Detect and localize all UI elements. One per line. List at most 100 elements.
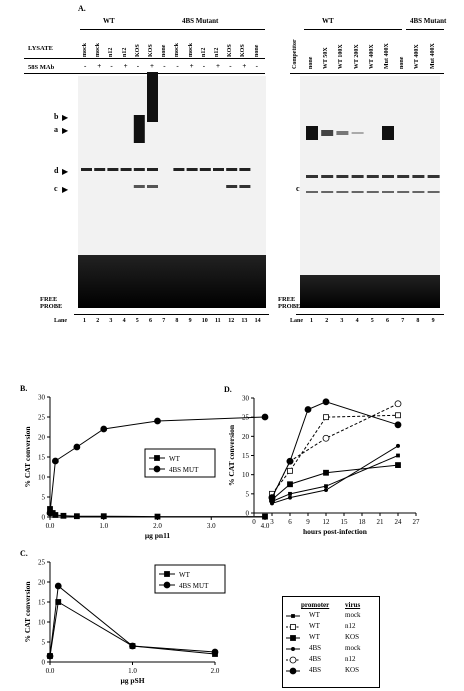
gel2-lane-number: 2 (325, 318, 329, 324)
legend-table-marker (290, 635, 296, 641)
gel1-mab-sign: - (176, 62, 179, 70)
panel-label: C. (20, 549, 28, 558)
y-tick-label: 5 (42, 639, 46, 647)
x-tick-label: 12 (323, 518, 331, 526)
gel1-mab-sign: - (229, 62, 232, 70)
x-tick-label: 6 (288, 518, 292, 526)
gel1-band-d (199, 168, 211, 171)
legend-table-marker (289, 656, 297, 664)
gel2-band-c (351, 191, 364, 193)
y-tick-label: 25 (242, 414, 250, 422)
legend-row-virus: n12 (345, 622, 356, 630)
y-tick-label: 25 (38, 559, 46, 567)
gel1-marker-b: b (54, 112, 59, 121)
data-point (394, 421, 402, 429)
gel1-row-divider (24, 58, 265, 59)
x-tick-label: 1.0 (99, 522, 108, 530)
gel1-header: WT 4BS Mutant LYSATE 58S MAb mock mock n12… (0, 0, 300, 80)
data-point (323, 469, 329, 476)
gel2-lane-number: 6 (386, 318, 389, 324)
legend-marker (153, 465, 161, 473)
legend-table-marker (290, 647, 295, 652)
gel1-mab-sign: + (150, 62, 154, 70)
gel1-band-d (120, 168, 132, 171)
gel2-band-d (321, 175, 334, 178)
gel2-band-complex (321, 130, 334, 136)
gel1-band-c (133, 185, 145, 188)
y-tick-label: 10 (242, 471, 250, 479)
y-tick-label: 20 (242, 433, 250, 441)
data-point (211, 648, 219, 656)
gel1-band-d (226, 168, 238, 171)
gel1-mab-sign: - (110, 62, 113, 70)
gel2-band-c (321, 191, 334, 193)
gel1-band-d (173, 168, 185, 171)
y-tick-label: 0 (42, 659, 46, 667)
gel1-row-lysate: LYSATE (28, 45, 53, 52)
legend-entry: 4BS MUT (169, 466, 199, 474)
gel2-lane-number: 3 (340, 318, 344, 324)
gel1-lane-number: 10 (201, 318, 208, 324)
data-point (287, 495, 292, 500)
series-line (49, 585, 216, 657)
gel2-band-d (306, 175, 318, 178)
series-line (49, 416, 266, 514)
gel1-band-d (213, 168, 224, 171)
data-point (322, 398, 330, 406)
data-point (51, 457, 59, 465)
series-line (271, 464, 399, 500)
gel1-mab-sign: + (242, 62, 247, 70)
gel1-lane-number: 11 (215, 318, 221, 324)
gel1-lane-number: 1 (83, 318, 86, 324)
data-point (304, 406, 312, 413)
gel2-free-probe: FREE PROBE (278, 296, 300, 310)
gel1-band-c (147, 185, 158, 188)
gel1-group-wt: WT (103, 17, 115, 25)
legend-table-marker (289, 667, 297, 675)
gel2-lane-number: 5 (370, 318, 374, 324)
gel2-lane-line (296, 314, 444, 315)
data-point (55, 599, 62, 605)
gel2-free-probe-band (300, 275, 440, 308)
gel2-band-c (306, 191, 318, 193)
gel1-band-d (186, 168, 198, 171)
x-tick-label: 27 (413, 518, 421, 526)
data-point (262, 513, 268, 520)
gel1-band-a (133, 115, 145, 143)
gel1-band-d (239, 168, 251, 171)
data-point (323, 414, 329, 421)
gel1-lane-number: 9 (188, 318, 192, 324)
gel1-band-d (147, 168, 158, 171)
legend-row-virus: KOS (345, 633, 360, 641)
gel1-band-b (147, 72, 158, 122)
gel1-lane-number: 3 (109, 318, 113, 324)
legend-row-promoter: 4BS (309, 655, 322, 663)
legend-entry: 4BS MUT (179, 582, 209, 590)
data-point (394, 400, 402, 408)
x-tick-label: 3.0 (207, 522, 216, 530)
legend-table-marker (290, 624, 296, 630)
series-line (271, 414, 399, 495)
gel2-band-complex (382, 126, 394, 140)
x-tick-label: 4.0 (261, 522, 270, 530)
legend-row-promoter: 4BS (309, 644, 322, 652)
gel2-group-mut: 4BS Mutant (410, 17, 447, 25)
data-point (73, 513, 80, 520)
data-point (287, 467, 293, 474)
gel2-band-complex (351, 132, 364, 134)
gel2-group-wt: WT (322, 17, 334, 25)
x-axis-label: hours post-infection (303, 527, 368, 536)
x-axis-label: µg pn11 (145, 531, 171, 540)
gel1-free-probe: FREE PROBE (40, 296, 62, 310)
gel1-lane-number: 6 (149, 318, 152, 324)
gel2-lane-number: 4 (355, 318, 359, 324)
gel1-mab-sign: + (216, 62, 220, 70)
panel-label: B. (20, 384, 27, 393)
gel2-mut-line (406, 29, 444, 30)
gel1-lane-number: 8 (175, 318, 179, 324)
gel1-band-d (81, 168, 92, 171)
legend-entry: WT (169, 455, 181, 463)
gel1-mab-sign: + (123, 62, 128, 70)
data-point (100, 425, 108, 433)
chart-B.: B. 0 5 10 15 20 25 30 0.0 1.0 2.0 3.0 4.0 µg pn11 % CA… (20, 384, 270, 540)
